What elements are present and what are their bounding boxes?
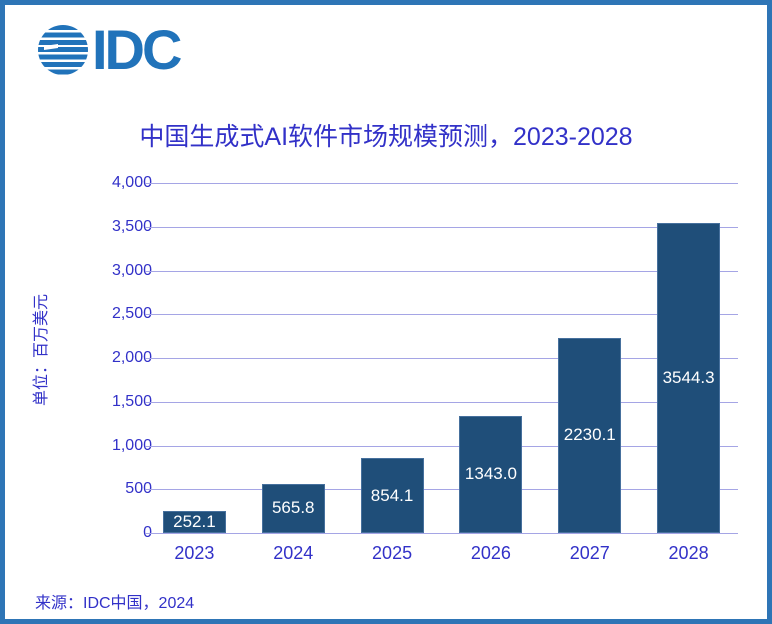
chart-title: 中国生成式AI软件市场规模预测，2023-2028 bbox=[139, 123, 633, 151]
bar-2023: 252.1 bbox=[162, 510, 226, 533]
source-note: 来源：IDC中国，2024 bbox=[35, 595, 195, 612]
bar-chart-plot-area: 252.1 565.8 854.1 1343.0 2230.1 3544.3 bbox=[145, 183, 738, 534]
y-axis-tick-label: 2,500 bbox=[111, 305, 152, 323]
bar-value-label: 3544.3 bbox=[662, 367, 715, 387]
gridline bbox=[145, 226, 738, 228]
bar-value-label: 1343.0 bbox=[464, 464, 517, 484]
gridline bbox=[145, 270, 738, 272]
y-axis-tick-label: 1,500 bbox=[111, 392, 152, 410]
x-axis-label-2027: 2027 bbox=[569, 543, 610, 563]
x-axis-label-2023: 2023 bbox=[174, 543, 215, 563]
gridline bbox=[145, 489, 738, 491]
gridline bbox=[145, 183, 738, 184]
y-axis-tick-label: 3,500 bbox=[111, 217, 152, 235]
idc-globe-icon bbox=[38, 25, 88, 75]
bar-2028: 3544.3 bbox=[657, 222, 721, 533]
gridline bbox=[145, 445, 738, 447]
y-axis-tick-label: 0 bbox=[143, 524, 152, 541]
y-axis-tick-label: 2,000 bbox=[111, 349, 152, 366]
gridline bbox=[145, 401, 738, 403]
idc-logo: IDC bbox=[38, 18, 182, 81]
gridline bbox=[145, 314, 738, 316]
bar-value-label: 565.8 bbox=[271, 498, 315, 518]
bar-value-label: 252.1 bbox=[173, 511, 216, 531]
x-axis-label-2028: 2028 bbox=[668, 543, 709, 563]
bar-2024: 565.8 bbox=[261, 483, 325, 533]
bar-2027: 2230.1 bbox=[558, 337, 622, 533]
y-axis-tick-label: 500 bbox=[125, 480, 152, 498]
bar-value-label: 854.1 bbox=[370, 485, 414, 505]
gridline bbox=[145, 358, 738, 359]
y-axis-tick-label: 4,000 bbox=[111, 174, 152, 191]
gridline bbox=[145, 533, 738, 534]
x-axis-label-2025: 2025 bbox=[372, 543, 413, 563]
bar-2026: 1343.0 bbox=[459, 415, 523, 533]
x-axis-label-2026: 2026 bbox=[470, 543, 511, 563]
bar-value-label: 2230.1 bbox=[563, 425, 616, 445]
y-axis-tick-label: 1,000 bbox=[111, 436, 152, 454]
idc-logo-text: IDC bbox=[92, 18, 182, 81]
x-axis-label-2024: 2024 bbox=[273, 543, 314, 563]
bar-2025: 854.1 bbox=[360, 458, 424, 533]
y-axis-tick-label: 3,000 bbox=[111, 261, 152, 279]
